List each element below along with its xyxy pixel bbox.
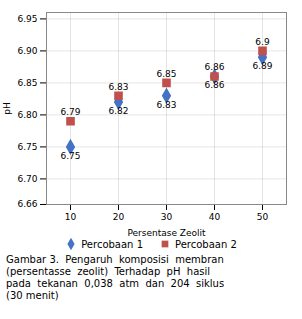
html-text:Percobaan 2: Percobaan 2: [175, 238, 237, 250]
svg-text:20: 20: [113, 212, 125, 222]
svg-text:6.9: 6.9: [255, 37, 270, 47]
svg-text:6.80: 6.80: [17, 110, 37, 120]
svg-text:6.66: 6.66: [17, 199, 37, 209]
svg-text:40: 40: [209, 212, 221, 222]
svg-text:6.70: 6.70: [17, 174, 37, 184]
svg-text:6.83: 6.83: [108, 82, 128, 92]
svg-text:6.86: 6.86: [204, 80, 224, 90]
svg-text:Persentase Zeolit: Persentase Zeolit: [127, 228, 206, 238]
svg-text:6.79: 6.79: [60, 107, 80, 117]
svg-text:6.90: 6.90: [17, 46, 37, 56]
svg-text:6.95: 6.95: [17, 14, 37, 24]
svg-text:10: 10: [65, 212, 77, 222]
svg-text:6.82: 6.82: [108, 106, 128, 116]
svg-text:pH: pH: [2, 102, 12, 114]
svg-text:6.83: 6.83: [156, 100, 176, 110]
html-text:Percobaan 1: Percobaan 1: [81, 238, 143, 250]
svg-text:6.85: 6.85: [17, 78, 37, 88]
svg-text:6.85: 6.85: [156, 69, 176, 79]
svg-text:6.86: 6.86: [204, 62, 224, 72]
svg-text:30: 30: [161, 212, 173, 222]
svg-text:6.89: 6.89: [252, 61, 272, 71]
html-text:Gambar 3. Pengaruh komposisi m: Gambar 3. Pengaruh komposisi membran (pe…: [6, 254, 225, 301]
svg-text:6.75: 6.75: [17, 142, 37, 152]
svg-text:50: 50: [257, 212, 269, 222]
svg-text:6.75: 6.75: [60, 151, 80, 161]
